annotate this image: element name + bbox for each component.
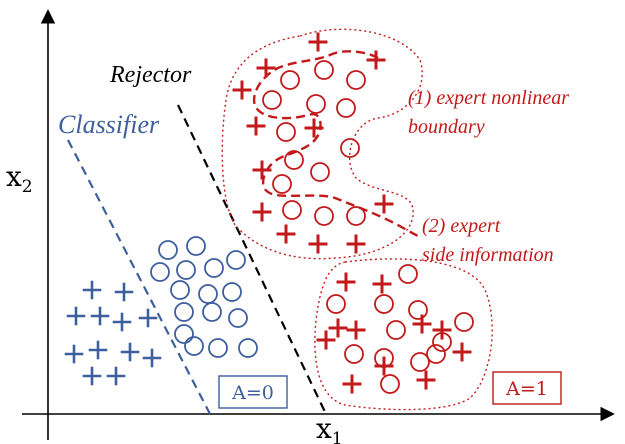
circle-marker-icon bbox=[228, 308, 248, 328]
plus-marker-icon bbox=[82, 366, 102, 386]
plus-marker-icon bbox=[372, 274, 392, 294]
plus-marker-icon bbox=[90, 306, 110, 326]
circle-marker-icon bbox=[380, 374, 400, 394]
a1-label: A=1 bbox=[505, 378, 548, 400]
circle-marker-icon bbox=[398, 264, 418, 284]
plus-marker-icon bbox=[416, 370, 436, 390]
circle-marker-icon bbox=[262, 90, 282, 110]
plus-marker-icon bbox=[120, 342, 140, 362]
circle-marker-icon bbox=[226, 250, 246, 270]
y-axis-label: x2 bbox=[6, 160, 33, 197]
circle-marker-icon bbox=[276, 122, 296, 142]
circle-marker-icon bbox=[410, 352, 430, 372]
circle-marker-icon bbox=[346, 70, 366, 90]
plus-marker-icon bbox=[232, 80, 252, 100]
plus-marker-icon bbox=[252, 160, 272, 180]
classifier-label: Classifier bbox=[58, 110, 160, 139]
circle-marker-icon bbox=[374, 294, 394, 314]
circle-marker-icon bbox=[426, 344, 446, 364]
plus-marker-icon bbox=[142, 348, 162, 368]
plus-marker-icon bbox=[374, 194, 394, 214]
upper-expert-region bbox=[221, 28, 423, 260]
circle-marker-icon bbox=[208, 338, 228, 358]
circle-marker-icon bbox=[340, 138, 360, 158]
circle-marker-icon bbox=[174, 324, 194, 344]
plus-marker-icon bbox=[114, 282, 134, 302]
plus-marker-icon bbox=[336, 272, 356, 292]
x-axis-label: x1 bbox=[316, 412, 343, 444]
a1-box bbox=[492, 371, 562, 405]
plus-marker-icon bbox=[328, 318, 348, 338]
plus-marker-icon bbox=[346, 320, 366, 340]
circle-marker-icon bbox=[326, 294, 346, 314]
circle-marker-icon bbox=[184, 336, 204, 356]
plus-marker-icon bbox=[452, 342, 472, 362]
circle-marker-icon bbox=[174, 302, 194, 322]
circle-marker-icon bbox=[176, 260, 196, 280]
rejector-line bbox=[177, 104, 327, 415]
circle-marker-icon bbox=[408, 300, 428, 320]
plus-marker-icon bbox=[256, 58, 276, 78]
rejector-label: Rejector bbox=[109, 62, 192, 88]
circle-marker-icon bbox=[386, 320, 406, 340]
plus-marker-icon bbox=[276, 224, 296, 244]
circle-marker-icon bbox=[272, 174, 292, 194]
a0-label: A=0 bbox=[231, 382, 274, 404]
a0-box bbox=[218, 375, 288, 409]
plus-marker-icon bbox=[88, 340, 108, 360]
circle-marker-icon bbox=[336, 98, 356, 118]
plus-marker-icon bbox=[346, 234, 366, 254]
plus-marker-icon bbox=[246, 116, 266, 136]
expert-nonlinear-boundary bbox=[252, 50, 419, 238]
plus-marker-icon bbox=[316, 330, 336, 350]
circle-marker-icon bbox=[282, 200, 302, 220]
circle-marker-icon bbox=[344, 344, 364, 364]
classifier-line bbox=[67, 139, 211, 415]
plus-marker-icon bbox=[138, 308, 158, 328]
plus-marker-icon bbox=[66, 306, 86, 326]
plus-marker-icon bbox=[308, 32, 328, 52]
expert-side-label: (2) expert bbox=[422, 215, 501, 237]
plus-marker-icon bbox=[308, 234, 328, 254]
side-information-label: side information bbox=[422, 244, 554, 266]
circle-marker-icon bbox=[204, 258, 224, 278]
circle-marker-icon bbox=[432, 332, 452, 352]
expert-nonlinear-label: (1) expert nonlinear bbox=[408, 87, 569, 109]
circle-marker-icon bbox=[310, 162, 330, 182]
plus-marker-icon bbox=[64, 344, 84, 364]
circle-marker-icon bbox=[198, 284, 218, 304]
circle-marker-icon bbox=[314, 206, 334, 226]
circle-marker-icon bbox=[170, 280, 190, 300]
plus-marker-icon bbox=[366, 50, 386, 70]
plus-marker-icon bbox=[112, 312, 132, 332]
circle-marker-icon bbox=[158, 240, 178, 260]
boundary-label: boundary bbox=[408, 116, 485, 138]
circle-marker-icon bbox=[374, 348, 394, 368]
plus-marker-icon bbox=[106, 366, 126, 386]
circle-marker-icon bbox=[284, 150, 304, 170]
circle-marker-icon bbox=[280, 70, 300, 90]
plus-marker-icon bbox=[252, 202, 272, 222]
plus-marker-icon bbox=[304, 118, 324, 138]
circle-marker-icon bbox=[186, 236, 206, 256]
circle-marker-icon bbox=[150, 262, 170, 282]
circle-marker-icon bbox=[238, 338, 258, 358]
circle-marker-icon bbox=[346, 206, 366, 226]
plus-marker-icon bbox=[342, 374, 362, 394]
circle-marker-icon bbox=[454, 312, 474, 332]
circle-marker-icon bbox=[222, 282, 242, 302]
plus-marker-icon bbox=[82, 280, 102, 300]
marker-group bbox=[64, 32, 474, 394]
plus-marker-icon bbox=[432, 320, 452, 340]
circle-marker-icon bbox=[314, 60, 334, 80]
circle-marker-icon bbox=[202, 302, 222, 322]
circle-marker-icon bbox=[306, 94, 326, 114]
lower-expert-region bbox=[314, 258, 493, 411]
